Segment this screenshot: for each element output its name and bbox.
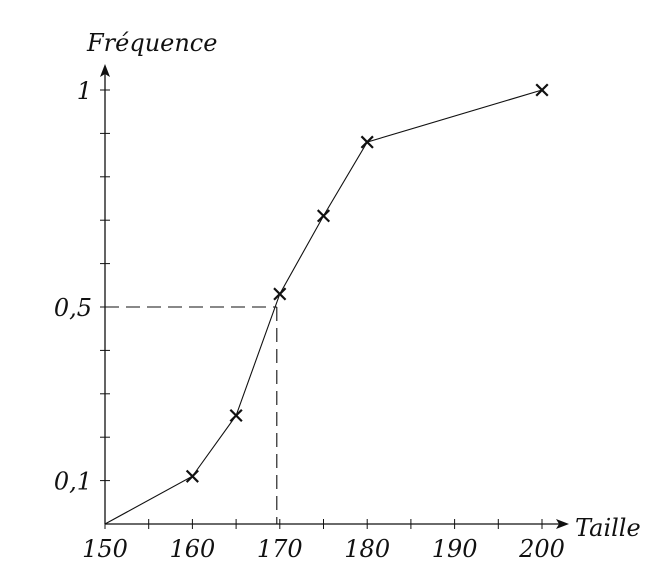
y-tick-label: 0,1 [54,468,92,496]
marker-stroke [316,209,331,223]
data-point-marker [360,135,374,149]
x-tick-label: 180 [344,535,390,563]
x-tick-label: 150 [82,535,128,563]
axes [100,64,569,529]
ticks [100,89,543,529]
marker-stroke [360,135,374,149]
reference-lines [105,306,278,524]
x-tick-label: 160 [169,535,215,563]
y-tick-label: 0,5 [54,294,92,322]
data-point-marker [316,209,331,223]
data-point-marker [229,408,243,423]
x-axis-label: Taille [575,514,641,542]
x-tick-label: 190 [432,535,478,563]
y-tick-label: 1 [77,77,92,105]
data-point-marker [185,469,199,483]
x-tick-label: 200 [518,535,565,563]
marker-stroke [273,287,287,301]
x-tick-label: 170 [257,535,303,563]
series [104,83,549,525]
data-point-marker [273,287,287,301]
marker-stroke [229,408,243,423]
data-point-marker [535,83,549,97]
y-axis-arrowhead [100,64,110,77]
marker-stroke [185,469,199,483]
x-axis-arrowhead [556,519,569,529]
tick-labels: 150 160 170 180 190 200 0,1 0,5 1 [54,77,565,563]
y-axis-label: Fréquence [86,29,217,57]
marker-stroke [535,83,549,97]
